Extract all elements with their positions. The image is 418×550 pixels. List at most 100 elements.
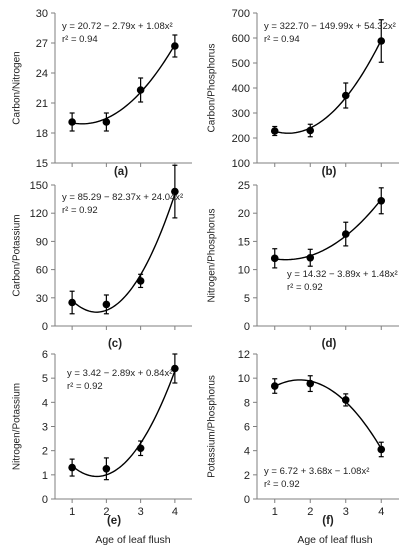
data-point	[171, 42, 179, 50]
y-tick-label: 400	[232, 83, 250, 95]
x-tick-label: 1	[69, 506, 75, 518]
x-tick-label: 2	[103, 506, 109, 518]
x-tick-label: 4	[378, 506, 384, 518]
y-tick-label: 30	[36, 293, 48, 305]
y-tick-label: 700	[232, 8, 250, 20]
x-axis-label: Age of leaf flush	[297, 534, 372, 546]
y-tick-label: 10	[238, 265, 250, 277]
x-tick-label: 1	[272, 506, 278, 518]
data-point	[102, 118, 111, 126]
data-point	[68, 118, 76, 126]
data-point	[341, 396, 350, 404]
y-tick-label: 0	[42, 321, 48, 333]
y-axis-label: Potassium/Phosphorus	[206, 375, 217, 478]
y-tick-label: 27	[36, 38, 48, 50]
data-point	[306, 253, 315, 262]
y-tick-label: 4	[42, 397, 48, 409]
y-tick-label: 100	[232, 158, 250, 170]
data-point	[341, 230, 350, 238]
y-tick-label: 500	[232, 58, 250, 70]
data-point	[136, 86, 145, 94]
y-tick-label: 20	[238, 208, 250, 220]
fit-curve	[274, 379, 382, 450]
data-point	[377, 445, 386, 454]
y-tick-label: 2	[42, 446, 48, 458]
y-tick-label: 15	[238, 236, 250, 248]
y-axis-label: Nitrogen/Potassium	[11, 383, 22, 470]
fit-equation: y = 322.70 − 149.99x + 54.32x²	[264, 21, 396, 32]
y-tick-label: 1	[42, 470, 48, 482]
fit-equation: y = 20.72 − 2.79x + 1.08x²	[62, 21, 173, 32]
y-tick-label: 25	[238, 180, 250, 192]
r-squared: r² = 0.92	[62, 205, 98, 216]
fit-equation: y = 6.72 + 3.68x − 1.08x²	[264, 466, 369, 477]
x-tick-label: 3	[343, 506, 349, 518]
data-point	[306, 379, 315, 388]
r-squared: r² = 0.94	[264, 34, 300, 45]
data-point	[377, 196, 386, 205]
fit-curve	[274, 199, 382, 261]
fit-curve	[274, 39, 382, 134]
data-point	[171, 364, 179, 373]
fit-curve	[71, 193, 176, 313]
y-tick-label: 6	[244, 422, 250, 434]
data-point	[136, 277, 145, 285]
r-squared: r² = 0.92	[67, 381, 103, 392]
fit-curve	[71, 370, 176, 478]
y-tick-label: 3	[42, 422, 48, 434]
y-tick-label: 0	[42, 494, 48, 506]
data-point	[270, 254, 279, 263]
y-tick-label: 8	[244, 397, 250, 409]
panel-label: (a)	[114, 166, 128, 178]
y-tick-label: 4	[244, 446, 250, 458]
y-tick-label: 120	[30, 208, 48, 220]
panel-label: (b)	[322, 166, 337, 178]
data-point	[341, 91, 350, 100]
y-axis-label: Carbon/Potassium	[11, 214, 22, 296]
y-tick-label: 12	[238, 349, 250, 361]
y-tick-label: 24	[36, 68, 48, 80]
y-tick-label: 6	[42, 349, 48, 361]
panel-label: (f)	[322, 515, 334, 527]
fit-equation: y = 85.29 − 82.37x + 24.04x²	[62, 192, 183, 203]
y-tick-label: 5	[42, 373, 48, 385]
data-point	[102, 300, 111, 309]
y-tick-label: 150	[30, 180, 48, 192]
y-axis-label: Carbon/Phosphorus	[206, 44, 217, 133]
y-tick-label: 200	[232, 133, 250, 145]
x-tick-label: 2	[307, 506, 313, 518]
data-point	[270, 382, 279, 390]
data-point	[102, 464, 111, 473]
x-tick-label: 4	[172, 506, 178, 518]
r-squared: r² = 0.94	[62, 34, 98, 45]
fit-equation: y = 14.32 − 3.89x + 1.48x²	[287, 269, 398, 280]
fit-equation: y = 3.42 − 2.89x + 0.84x²	[67, 368, 172, 379]
y-tick-label: 0	[244, 494, 250, 506]
y-tick-label: 300	[232, 108, 250, 120]
y-tick-label: 21	[36, 98, 48, 110]
data-point	[68, 463, 76, 472]
data-point	[306, 126, 315, 135]
data-point	[68, 298, 76, 307]
y-tick-label: 30	[36, 8, 48, 20]
fit-curve	[72, 44, 176, 125]
y-axis-label: Carbon/Nitrogen	[11, 51, 22, 124]
data-point	[270, 127, 279, 135]
data-point	[136, 444, 145, 453]
data-point	[171, 187, 179, 196]
r-squared: r² = 0.92	[287, 282, 323, 293]
r-squared: r² = 0.92	[264, 479, 300, 490]
panel-label: (c)	[108, 338, 122, 350]
y-tick-label: 0	[244, 321, 250, 333]
y-tick-label: 60	[36, 265, 48, 277]
panel-label: (d)	[322, 338, 337, 350]
y-tick-label: 10	[238, 373, 250, 385]
y-tick-label: 15	[36, 158, 48, 170]
x-axis-label: Age of leaf flush	[95, 534, 170, 546]
x-tick-label: 3	[138, 506, 144, 518]
y-tick-label: 2	[244, 470, 250, 482]
y-tick-label: 90	[36, 236, 48, 248]
y-tick-label: 600	[232, 33, 250, 45]
data-point	[377, 37, 386, 45]
